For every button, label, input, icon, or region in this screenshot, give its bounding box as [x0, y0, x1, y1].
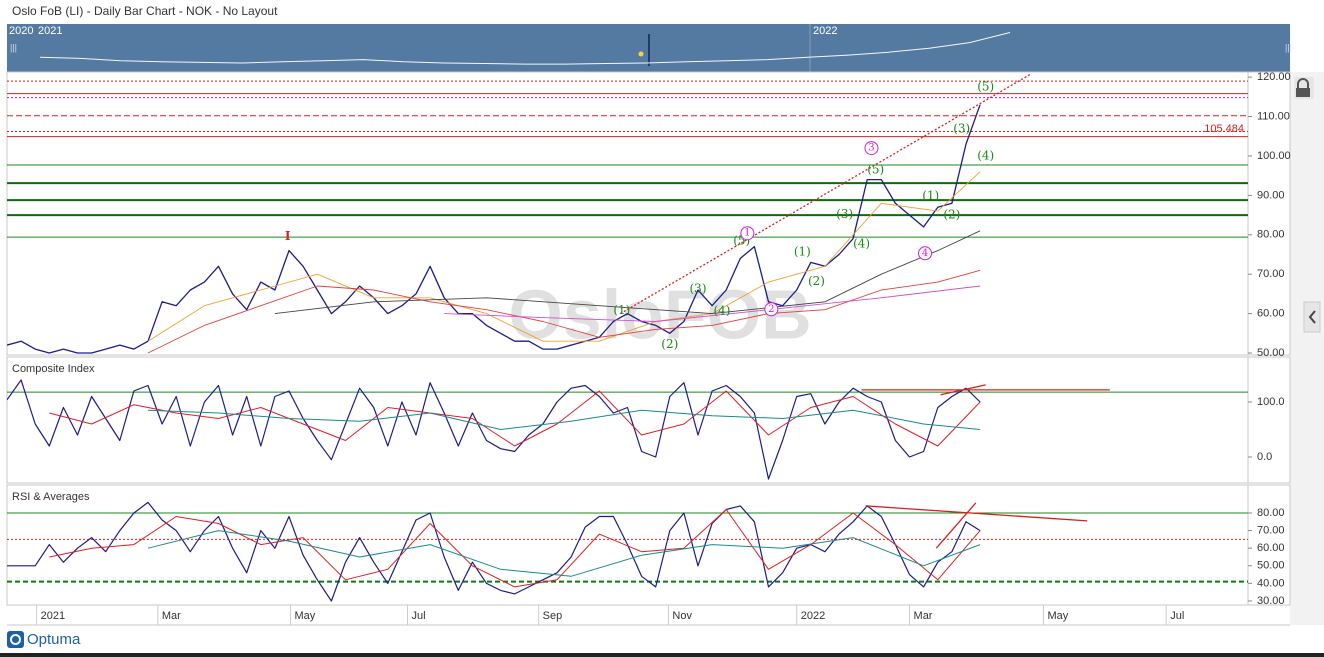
panel-title: Composite Index — [12, 363, 95, 375]
wave-label: (2) — [943, 208, 960, 222]
y-tick-label: 60.00 — [1257, 542, 1285, 554]
y-tick-label: 50.00 — [1257, 560, 1285, 572]
navigator-handle[interactable]: ||| — [10, 42, 17, 52]
wave-label: (5) — [867, 163, 884, 177]
lock-body — [1296, 88, 1310, 97]
y-tick-label: 40.00 — [1257, 577, 1285, 589]
wave-label: I — [285, 229, 291, 243]
panel-title: RSI & Averages — [12, 491, 90, 503]
panel — [7, 501, 1248, 602]
series-line — [147, 269, 981, 354]
x-tick-label: Jul — [412, 610, 426, 622]
y-tick-label: 120.00 — [1257, 71, 1291, 83]
brand-icon — [7, 631, 24, 648]
panel-frame — [6, 484, 1291, 606]
x-tick-label: Sep — [543, 610, 563, 622]
panel — [7, 379, 1248, 480]
y-tick-label: 0.0 — [1257, 451, 1272, 463]
panel-frame — [6, 356, 1291, 484]
x-tick-label: May — [294, 610, 315, 622]
panel-frame — [6, 71, 1291, 356]
x-tick-label: May — [1048, 610, 1069, 622]
y-tick-label: 100.00 — [1257, 150, 1291, 162]
x-tick-label: 2022 — [801, 610, 825, 622]
wave-label: (3) — [836, 207, 853, 221]
y-tick-label: 70.00 — [1257, 524, 1285, 536]
wave-label: 2 — [768, 304, 774, 315]
x-tick-label: Mar — [162, 610, 181, 622]
wave-circle — [740, 226, 755, 241]
navigator-line — [39, 32, 1011, 65]
trend-line — [935, 502, 977, 549]
series-line — [274, 230, 981, 315]
brand-icon-ring — [10, 634, 21, 645]
series-line — [49, 509, 981, 588]
wave-label: (4) — [853, 237, 870, 251]
wave-label: 3 — [868, 143, 874, 154]
series-line — [7, 379, 981, 480]
panel — [7, 73, 1248, 354]
wave-label: (4) — [713, 304, 730, 318]
y-tick-label: 110.00 — [1257, 110, 1290, 122]
wave-circle — [918, 246, 933, 261]
collapse-arrow — [1308, 310, 1316, 324]
wave-label: (3) — [690, 282, 707, 296]
wave-label: (1) — [922, 189, 939, 203]
brand-name: Optuma — [27, 631, 81, 648]
wave-label: (2) — [661, 337, 678, 351]
series-line — [7, 501, 981, 602]
series-line — [147, 409, 981, 430]
wave-label: 4 — [922, 248, 928, 259]
wave-label: (2) — [808, 274, 825, 288]
series-line — [7, 104, 981, 354]
wave-label: (1) — [613, 303, 630, 317]
lock-shackle — [1297, 78, 1309, 88]
y-tick-label: 50.00 — [1257, 347, 1285, 359]
series-line — [444, 285, 981, 322]
y-tick-label: 30.00 — [1257, 595, 1285, 607]
wave-circle — [864, 141, 879, 156]
wave-label: (4) — [977, 148, 994, 162]
trend-line — [865, 505, 1088, 522]
series-line — [147, 171, 981, 342]
y-tick-label: 90.00 — [1257, 189, 1285, 201]
y-tick-label: 80.00 — [1257, 507, 1285, 519]
bottom-bar — [0, 653, 1324, 657]
brand-logo: Optuma — [7, 631, 81, 648]
watermark: OsloFOB — [508, 275, 811, 353]
collapse-button[interactable] — [1303, 301, 1321, 333]
wave-circle — [764, 302, 779, 317]
navigator-year: 2021 — [38, 25, 62, 37]
trend-line — [620, 73, 1032, 315]
navigator-year: 2022 — [813, 25, 837, 37]
y-tick-label: 80.00 — [1257, 229, 1285, 241]
wave-label: (3) — [953, 122, 970, 136]
x-tick-label: Jul — [1170, 610, 1184, 622]
navigator-dot — [638, 51, 644, 57]
price-label: 105.484 — [1204, 123, 1244, 135]
navigator-handle[interactable]: ||| — [1285, 42, 1292, 52]
collapse-bg — [1303, 301, 1321, 333]
x-tick-label: Nov — [672, 610, 692, 622]
trend-line — [940, 384, 986, 396]
lock-button[interactable] — [1294, 77, 1314, 99]
wave-label: 1 — [744, 228, 750, 239]
wave-label: (1) — [794, 245, 811, 259]
y-tick-label: 100.0 — [1257, 396, 1285, 408]
x-tick-label: 2021 — [41, 610, 65, 622]
wave-label: (5) — [977, 79, 994, 93]
navigator-year: 2020 — [9, 25, 33, 37]
x-tick-label: Mar — [914, 610, 933, 622]
y-tick-label: 70.00 — [1257, 268, 1285, 280]
side-panel — [1290, 72, 1324, 625]
y-tick-label: 60.00 — [1257, 308, 1285, 320]
series-line — [147, 530, 981, 577]
series-line — [49, 390, 981, 447]
chart-title: Oslo FoB (LI) - Daily Bar Chart - NOK - … — [12, 4, 278, 18]
